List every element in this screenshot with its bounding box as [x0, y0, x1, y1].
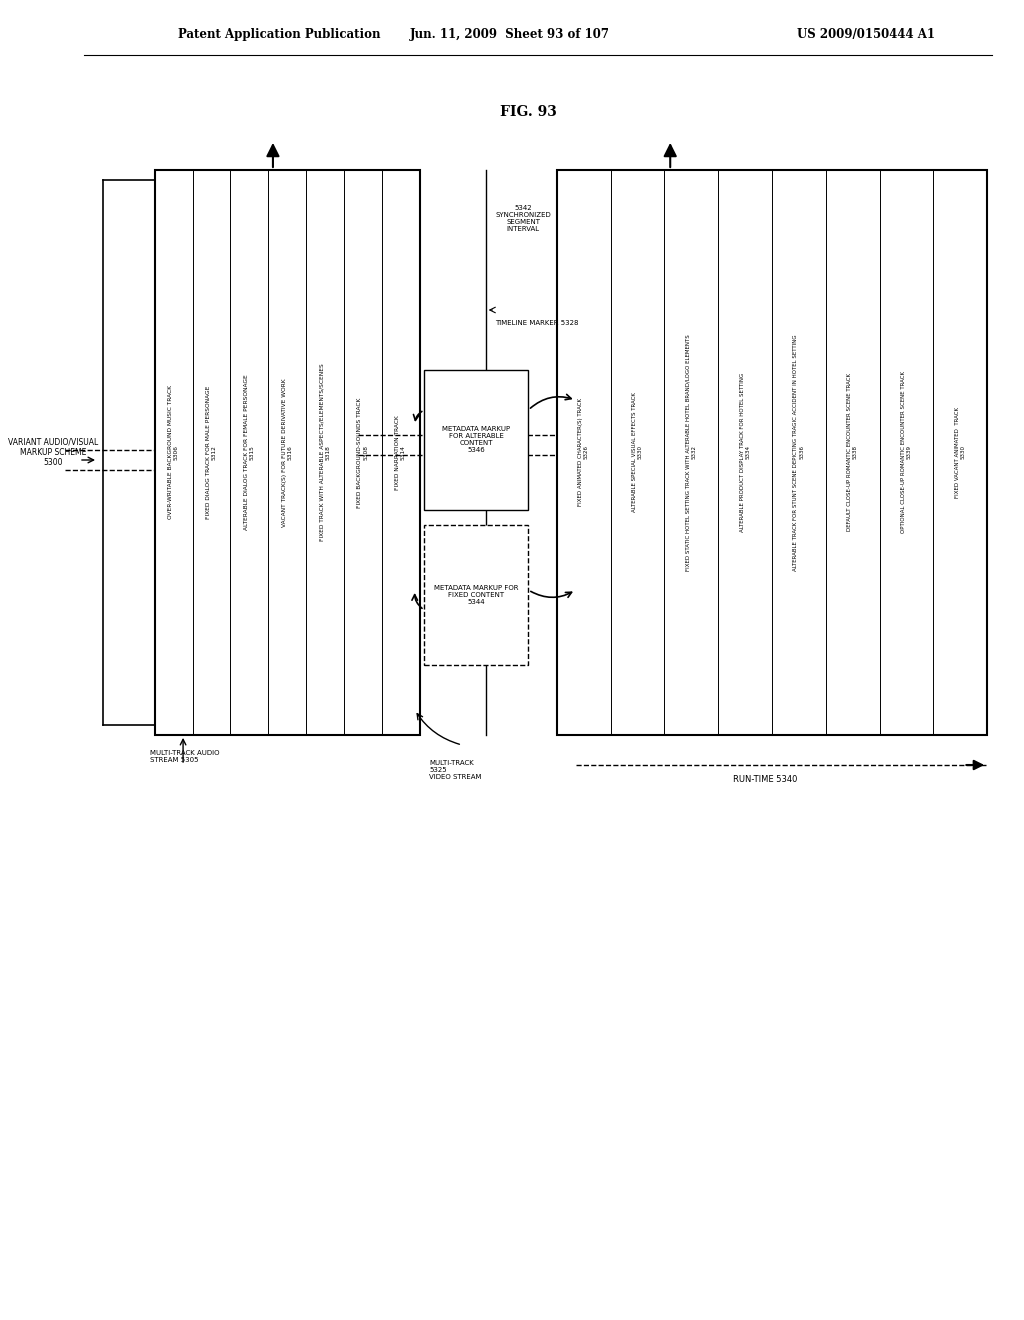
Text: MULTI-TRACK
5325
VIDEO STREAM: MULTI-TRACK 5325 VIDEO STREAM — [429, 760, 481, 780]
Text: FIXED NARRATION TRACK
5314: FIXED NARRATION TRACK 5314 — [395, 414, 407, 490]
FancyBboxPatch shape — [424, 525, 528, 665]
Text: VACANT TRACK(S) FOR FUTURE DERIVATIVE WORK
5316: VACANT TRACK(S) FOR FUTURE DERIVATIVE WO… — [282, 379, 293, 527]
Text: US 2009/0150444 A1: US 2009/0150444 A1 — [797, 28, 935, 41]
Text: Patent Application Publication: Patent Application Publication — [178, 28, 381, 41]
Text: METADATA MARKUP
FOR ALTERABLE
CONTENT
5346: METADATA MARKUP FOR ALTERABLE CONTENT 53… — [442, 426, 510, 454]
Text: FIXED VACANT ANIMATED  TRACK
5330: FIXED VACANT ANIMATED TRACK 5330 — [954, 407, 966, 498]
Text: FIG. 93: FIG. 93 — [500, 106, 557, 119]
Text: FIXED DIALOG TRACK FOR MALE PERSONAGE
5312: FIXED DIALOG TRACK FOR MALE PERSONAGE 53… — [206, 385, 217, 519]
Text: FIXED ANIMATED CHARACTER(S) TRACK
5326: FIXED ANIMATED CHARACTER(S) TRACK 5326 — [579, 399, 589, 507]
Text: TIMELINE MARKER 5328: TIMELINE MARKER 5328 — [496, 319, 579, 326]
Text: 5342
SYNCHRONIZED
SEGMENT
INTERVAL: 5342 SYNCHRONIZED SEGMENT INTERVAL — [496, 205, 551, 232]
Text: MULTI-TRACK AUDIO
STREAM 5305: MULTI-TRACK AUDIO STREAM 5305 — [150, 750, 219, 763]
Text: FIXED STATIC HOTEL SETTING TRACK WITH ALTERABLE HOTEL BRAND/LOGO ELEMENTS
5332: FIXED STATIC HOTEL SETTING TRACK WITH AL… — [686, 334, 696, 570]
Text: ALTERABLE PRODUCT DISPLAY TRACK FOR HOTEL SETTING
5334: ALTERABLE PRODUCT DISPLAY TRACK FOR HOTE… — [739, 372, 751, 532]
Text: FIXED TRACK WITH ALTERABLE ASPECTS/ELEMENTS/SCENES
5318: FIXED TRACK WITH ALTERABLE ASPECTS/ELEME… — [319, 363, 331, 541]
Bar — [557, 170, 987, 735]
Text: RUN-TIME 5340: RUN-TIME 5340 — [732, 775, 797, 784]
Text: ALTERABLE DIALOG TRACK FOR FEMALE PERSONAGE
5315: ALTERABLE DIALOG TRACK FOR FEMALE PERSON… — [244, 375, 255, 531]
Text: OPTIONAL CLOSE-UP ROMANTIC ENCOUNTER SCENE TRACK
5339: OPTIONAL CLOSE-UP ROMANTIC ENCOUNTER SCE… — [901, 371, 911, 533]
Text: DEFAULT CLOSE-UP ROMANTIC ENCOUNTER SCENE TRACK
5338: DEFAULT CLOSE-UP ROMANTIC ENCOUNTER SCEN… — [847, 374, 858, 532]
Bar — [155, 170, 420, 735]
FancyBboxPatch shape — [424, 370, 528, 510]
Text: ALTERABLE TRACK FOR STUNT SCENE DEPICTING TRAGIC ACCIDENT IN HOTEL SETTING
5336: ALTERABLE TRACK FOR STUNT SCENE DEPICTIN… — [794, 334, 804, 570]
Text: OVER-WRITABLE BACKGROUND MUSIC TRACK
5306: OVER-WRITABLE BACKGROUND MUSIC TRACK 530… — [168, 385, 179, 520]
Text: FIXED BACKGROUND-SOUNDS TRACK
5308: FIXED BACKGROUND-SOUNDS TRACK 5308 — [357, 397, 369, 508]
Text: Jun. 11, 2009  Sheet 93 of 107: Jun. 11, 2009 Sheet 93 of 107 — [410, 28, 609, 41]
Text: VARIANT AUDIO/VISUAL
MARKUP SCHEME
5300: VARIANT AUDIO/VISUAL MARKUP SCHEME 5300 — [8, 438, 98, 467]
Text: ALTERABLE SPECIAL VISUAL EFFECTS TRACK
5330: ALTERABLE SPECIAL VISUAL EFFECTS TRACK 5… — [632, 392, 643, 512]
Text: METADATA MARKUP FOR
FIXED CONTENT
5344: METADATA MARKUP FOR FIXED CONTENT 5344 — [434, 585, 518, 605]
